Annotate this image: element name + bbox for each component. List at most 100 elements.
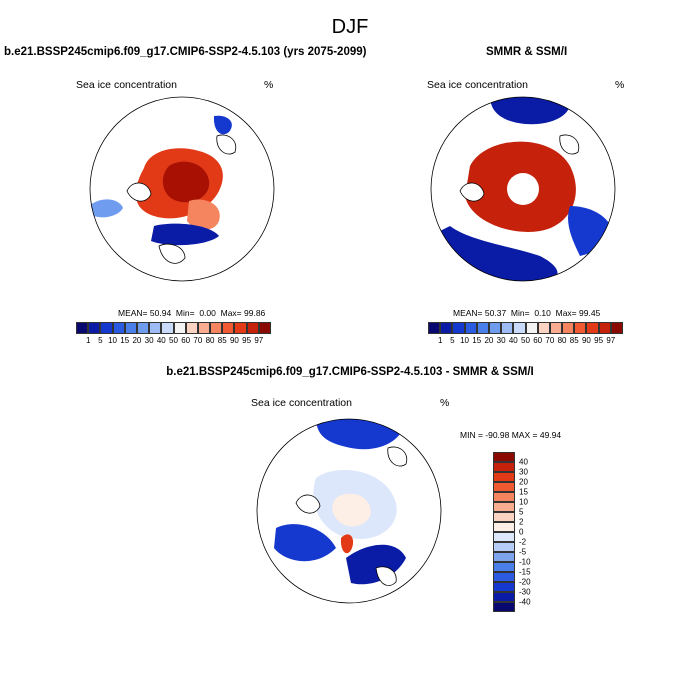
panel-2-ice-blue-north [490,97,571,125]
panel-3-units-label: % [440,397,450,409]
colorbar-swatch [185,322,198,334]
colorbar-tick-label: 70 [545,336,555,345]
panel-2-units-label: % [615,79,625,91]
colorbar-tick-label: 50 [169,336,178,345]
colorbar-tick-label: 10 [519,497,528,507]
colorbar-swatch [493,592,515,602]
colorbar-tick-label: -30 [519,587,531,597]
colorbar-swatch [246,322,259,334]
colorbar-swatch [493,552,515,562]
colorbar-tick-label: 5 [98,336,103,345]
colorbar-swatch [493,582,515,592]
panel-1-ice-blue-south [151,223,219,246]
panel-1-polar-map [89,96,275,282]
colorbar-tick-label: 80 [205,336,215,345]
colorbar-swatch [513,322,526,334]
panel-2-land [459,134,580,202]
colorbar-swatch [488,322,502,334]
colorbar-swatch [493,562,515,572]
colorbar-swatch [428,322,441,334]
colorbar-swatch [493,602,515,612]
panel-1-title: b.e21.BSSP245cmip6.f09_g17.CMIP6-SSP2-4.… [4,46,367,58]
panel-1-variable-label: Sea ice concentration [76,79,177,91]
colorbar-tick-label: 20 [519,477,528,487]
colorbar-swatch [112,322,125,334]
colorbar-tick-label: 10 [108,336,118,345]
panel-2-pole-hole [507,173,539,205]
colorbar-swatch [493,532,515,542]
colorbar-tick-label: -40 [519,597,531,607]
colorbar-swatch [476,322,489,334]
panel-2-stats: MEAN= 50.37 Min= 0.10 Max= 99.45 [453,308,601,318]
panel-3-land [295,446,408,586]
colorbar-tick-label: -20 [519,577,531,587]
colorbar-tick-label: -15 [519,567,531,577]
panel-3-diff-white [332,493,371,527]
colorbar-swatch [234,322,247,334]
colorbar-swatch [501,322,514,334]
colorbar-swatch [493,452,515,462]
colorbar-tick-label: 90 [581,336,591,345]
colorbar-swatch [464,322,477,334]
panel-2-colorbar: 1 5 10 15 20 30 40 50 60 70 80 85 90 95 97 [428,322,623,348]
colorbar-swatch [258,322,271,334]
panel-2-variable-label: Sea ice concentration [427,79,528,91]
colorbar-tick-label: 60 [181,336,191,345]
colorbar-tick-label: 5 [450,336,455,345]
colorbar-swatch [493,542,515,552]
colorbar-swatch [161,322,174,334]
colorbar-swatch [222,322,235,334]
colorbar-tick-label: 40 [519,457,528,467]
colorbar-swatch [549,322,563,334]
colorbar-swatch [210,322,223,334]
colorbar-tick-label: 40 [156,336,166,345]
panel-1-ice-dark [162,161,210,203]
colorbar-tick-label: 20 [484,336,494,345]
colorbar-tick-label: 15 [472,336,482,345]
panel-1-ice-orange [187,199,220,230]
colorbar-tick-label: 20 [132,336,142,345]
panel-3-colorbar: 40 30 20 15 10 5 2 0 -2 -5 -10 -15 -20 -30 -40 [493,452,543,614]
colorbar-tick-label: 80 [557,336,567,345]
colorbar-swatch [562,322,575,334]
colorbar-swatch [537,322,550,334]
colorbar-tick-label: 85 [569,336,579,345]
colorbar-swatch [76,322,89,334]
colorbar-tick-label: 30 [144,336,154,345]
panel-1-stats: MEAN= 50.94 Min= 0.00 Max= 99.86 [118,308,266,318]
panel-3-polar-map [256,418,442,604]
colorbar-tick-label: 40 [508,336,518,345]
panel-1-units-label: % [264,79,274,91]
colorbar-tick-label: 97 [254,336,264,345]
colorbar-tick-label: 10 [460,336,470,345]
colorbar-swatch [493,502,515,512]
colorbar-tick-label: 50 [521,336,530,345]
colorbar-tick-label: 97 [606,336,616,345]
colorbar-tick-label: 0 [519,527,524,537]
panel-3-diff-blue-west [274,524,336,562]
colorbar-tick-label: 15 [120,336,130,345]
colorbar-swatch [493,472,515,482]
colorbar-swatch [525,322,538,334]
colorbar-tick-label: -5 [519,547,527,557]
panel-3-minmax: MIN = -90.98 MAX = 49.94 [460,430,562,440]
colorbar-swatch [149,322,162,334]
colorbar-tick-label: 90 [229,336,239,345]
colorbar-swatch [493,512,515,522]
colorbar-tick-label: 1 [437,336,443,345]
colorbar-tick-label: 30 [496,336,506,345]
colorbar-swatch [493,572,515,582]
colorbar-swatch [440,322,453,334]
colorbar-swatch [88,322,101,334]
panel-1-ice-blue-east [213,115,232,135]
colorbar-swatch [493,482,515,492]
colorbar-tick-label: 30 [519,467,528,477]
colorbar-swatch [493,522,515,532]
panel-3-variable-label: Sea ice concentration [251,397,352,409]
colorbar-tick-label: 60 [533,336,543,345]
colorbar-swatch [100,322,113,334]
colorbar-tick-label: -10 [519,557,531,567]
panel-3-title: b.e21.BSSP245cmip6.f09_g17.CMIP6-SSP2-4.… [166,366,534,378]
colorbar-swatch [452,322,465,334]
colorbar-tick-label: 5 [519,507,524,517]
